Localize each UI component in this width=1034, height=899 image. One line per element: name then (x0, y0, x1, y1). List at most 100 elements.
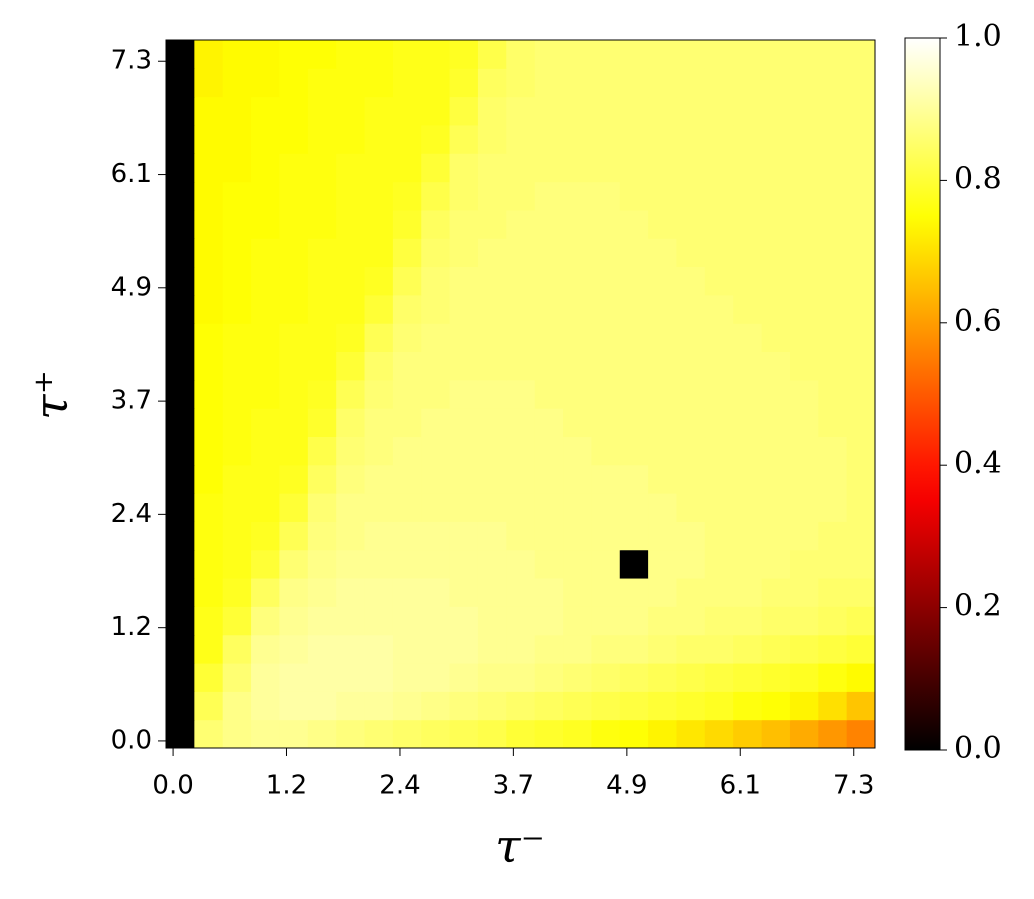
heatmap-cell (477, 153, 507, 183)
heatmap-cell (818, 634, 848, 664)
heatmap-cell (506, 719, 536, 749)
heatmap-cell (421, 436, 451, 466)
heatmap-cell (506, 181, 536, 211)
heatmap-cell (166, 578, 195, 607)
heatmap-cell (506, 323, 536, 352)
heatmap-cell (591, 96, 621, 126)
heatmap-cell (449, 294, 479, 324)
heatmap-cell (648, 634, 677, 664)
heatmap-cell (506, 351, 536, 381)
heatmap-cell (676, 521, 706, 551)
heatmap-cell (279, 436, 309, 466)
heatmap-cell (279, 351, 309, 381)
heatmap-cell (648, 606, 677, 636)
heatmap-cell (648, 493, 677, 522)
heatmap-cell (194, 209, 224, 239)
heatmap-cell (563, 719, 592, 749)
heatmap-cell (534, 663, 564, 692)
heatmap-cell (392, 266, 422, 296)
heatmap-cell (279, 96, 309, 126)
heatmap-cell (392, 68, 422, 98)
heatmap-cell (166, 323, 195, 352)
heatmap-cell (166, 521, 195, 551)
heatmap-cell (336, 634, 366, 664)
heatmap-cell (563, 96, 592, 126)
heatmap-cell (761, 181, 791, 211)
heatmap-cell (648, 238, 677, 268)
heatmap-cell (166, 209, 195, 239)
heatmap-cell (704, 578, 734, 607)
heatmap-cell (251, 266, 280, 296)
heatmap-cell (449, 606, 479, 636)
heatmap-cell (534, 153, 564, 183)
heatmap-cell (364, 266, 394, 296)
heatmap-cell (421, 181, 451, 211)
heatmap-cell (818, 606, 848, 636)
heatmap-cell (563, 266, 592, 296)
heatmap-cell (251, 549, 280, 579)
heatmap-cell (818, 238, 848, 268)
heatmap-cell (534, 351, 564, 381)
heatmap-cell (477, 663, 507, 692)
heatmap-cell (789, 68, 819, 98)
heatmap-cell (336, 294, 366, 324)
heatmap-cell (676, 606, 706, 636)
heatmap-cell (449, 379, 479, 409)
heatmap-cell (534, 493, 564, 522)
heatmap-cell (477, 209, 507, 239)
heatmap-cell (336, 238, 366, 268)
heatmap-cell (761, 238, 791, 268)
heatmap-cell (194, 181, 224, 211)
heatmap-cell (166, 181, 195, 211)
heatmap-cell (449, 181, 479, 211)
heatmap-cell (449, 238, 479, 268)
heatmap-cell (534, 549, 564, 579)
heatmap-cell (392, 464, 422, 494)
heatmap-cell (222, 209, 252, 239)
heatmap-cell (364, 209, 394, 239)
heatmap-cell (648, 719, 677, 749)
heatmap-cell (789, 40, 819, 69)
heatmap-cell (222, 578, 252, 607)
heatmap-cell (534, 68, 564, 98)
heatmap-cell (251, 408, 280, 438)
colorbar (904, 37, 941, 751)
heatmap-cell (279, 691, 309, 721)
heatmap-cell (506, 634, 536, 664)
heatmap-cell (761, 96, 791, 126)
heatmap-cell (506, 436, 536, 466)
heatmap-cell (846, 436, 876, 466)
heatmap-cell (477, 238, 507, 268)
heatmap-cell (279, 294, 309, 324)
heatmap-cell (166, 634, 195, 664)
heatmap-cell (449, 209, 479, 239)
heatmap-cell (761, 266, 791, 296)
heatmap-cell (421, 238, 451, 268)
heatmap-cell (846, 464, 876, 494)
heatmap-cell (166, 124, 195, 154)
heatmap-cell (506, 521, 536, 551)
heatmap-cell (506, 124, 536, 154)
heatmap-cell (194, 40, 224, 69)
heatmap-cell (307, 351, 337, 381)
heatmap-cell (591, 266, 621, 296)
heatmap-cell (222, 493, 252, 522)
heatmap-cell (534, 521, 564, 551)
heatmap-cell (251, 493, 280, 522)
heatmap-cell (818, 68, 848, 98)
heatmap-cell (307, 181, 337, 211)
heatmap-cell (307, 578, 337, 607)
heatmap-cell (392, 209, 422, 239)
heatmap-cell (166, 266, 195, 296)
heatmap-cell (222, 96, 252, 126)
heatmap-cell (477, 181, 507, 211)
heatmap-cell (846, 153, 876, 183)
colorbar-tick-label: 0.4 (954, 446, 1002, 481)
heatmap-cell (761, 493, 791, 522)
heatmap-cell (648, 323, 677, 352)
heatmap-cell (704, 691, 734, 721)
heatmap-cell (449, 68, 479, 98)
heatmap-cell (733, 351, 763, 381)
heatmap-cell (818, 266, 848, 296)
heatmap-cell (534, 436, 564, 466)
